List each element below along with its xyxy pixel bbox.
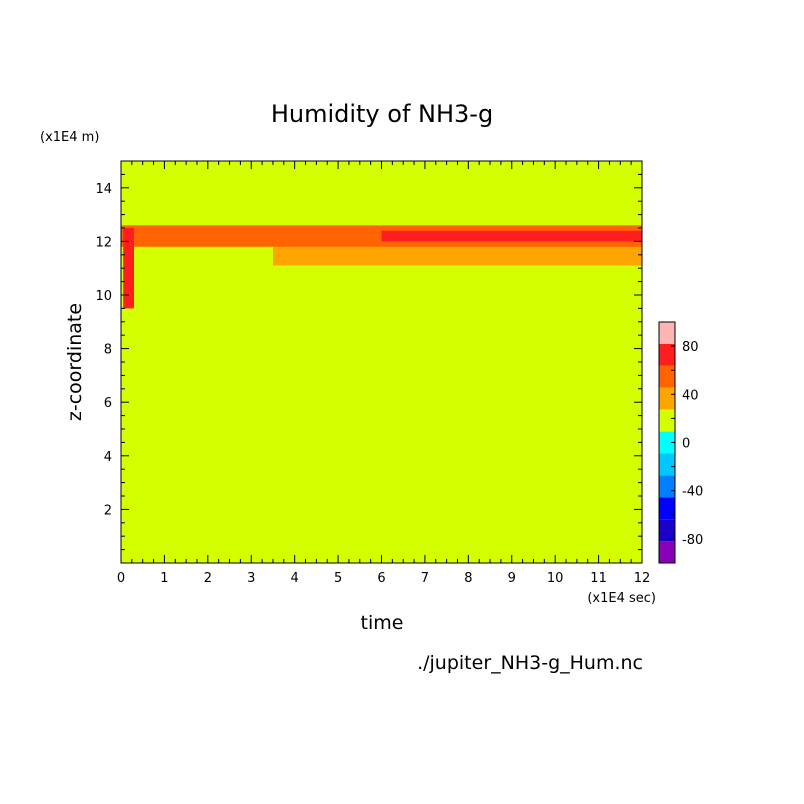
colorbar-swatch	[659, 475, 675, 498]
x-tick-label: 3	[247, 571, 255, 586]
colorbar-swatch	[659, 322, 675, 344]
y-tick-label: 14	[95, 182, 112, 197]
x-tick-label: 1	[160, 571, 168, 586]
colorbar-swatch	[659, 431, 675, 454]
x-tick-label: 7	[421, 571, 429, 586]
y-tick-label: 6	[104, 396, 112, 411]
x-tick-label: 0	[117, 571, 125, 586]
y-axis-label: z-coordinate	[64, 303, 86, 421]
x-tick-label: 8	[464, 571, 472, 586]
colorbar-swatch	[659, 541, 675, 563]
plot-area	[121, 161, 642, 563]
colorbar-swatch	[659, 409, 675, 432]
colorbar-tick-label: -80	[682, 533, 703, 548]
x-tick-label: 2	[204, 571, 212, 586]
y-tick-label: 4	[104, 450, 112, 465]
y-tick-label: 12	[95, 235, 112, 250]
x-tick-label: 11	[590, 571, 607, 586]
x-axis-label: time	[361, 612, 404, 634]
y-tick-label: 2	[104, 503, 112, 518]
x-tick-label: 4	[291, 571, 299, 586]
contour-band-3	[381, 230, 642, 242]
x-tick-label: 9	[508, 571, 516, 586]
colorbar-swatch	[659, 387, 675, 410]
background-field	[121, 161, 642, 563]
colorbar-tick-label: -40	[682, 485, 703, 500]
source-filename: ./jupiter_NH3-g_Hum.nc	[417, 652, 643, 674]
y-tick-label: 10	[95, 289, 112, 304]
colorbar-swatch	[659, 497, 675, 520]
x-tick-label: 10	[547, 571, 564, 586]
contour-band-4	[123, 228, 135, 309]
x-tick-label: 5	[334, 571, 342, 586]
colorbar-tick-label: 80	[682, 340, 699, 355]
colorbar-swatch	[659, 343, 675, 366]
x-units-label: (x1E4 sec)	[587, 591, 656, 606]
colorbar-swatch	[659, 519, 675, 542]
colorbar-swatch	[659, 365, 675, 388]
colorbar-swatch	[659, 453, 675, 476]
x-tick-label: 6	[377, 571, 385, 586]
colorbar: -80 -40 0 40 80	[658, 321, 703, 564]
y-tick-label: 8	[104, 343, 112, 358]
y-units-label: (x1E4 m)	[40, 130, 99, 145]
x-tick-label: 12	[634, 571, 651, 586]
colorbar-tick-label: 0	[682, 437, 690, 452]
colorbar-tick-label: 40	[682, 388, 699, 403]
chart-title: Humidity of NH3-g	[271, 100, 493, 128]
